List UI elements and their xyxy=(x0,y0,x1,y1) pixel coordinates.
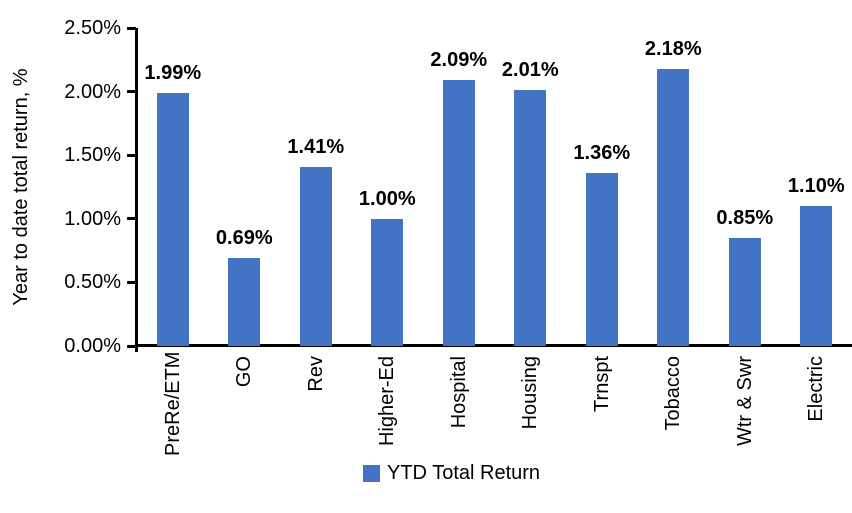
bar xyxy=(228,258,261,346)
y-tick-mark xyxy=(127,280,136,284)
bar-value-label: 2.09% xyxy=(430,49,488,72)
bar xyxy=(156,92,189,346)
bar-value-label: 1.99% xyxy=(144,61,202,84)
bar xyxy=(728,237,761,346)
bar-value-label: 2.01% xyxy=(501,59,559,82)
y-axis-title: Year to date total return, % xyxy=(10,68,32,306)
category-label: Rev xyxy=(304,356,327,392)
bar-value-label: 1.36% xyxy=(573,142,631,164)
bar-value-label: 0.85% xyxy=(716,206,774,229)
bar-value-label: 0.69% xyxy=(215,227,273,250)
category-label: GO xyxy=(233,356,256,388)
category-label: Electric xyxy=(805,356,828,422)
category-label: Higher-Ed xyxy=(376,356,399,447)
y-axis-line xyxy=(135,28,138,352)
bar-value-label: 1.00% xyxy=(358,187,416,210)
category-label: PreRe/ETM xyxy=(161,351,184,456)
legend: YTD Total Return xyxy=(363,462,540,484)
bar xyxy=(299,166,332,346)
y-tick-label: 0.50% xyxy=(64,271,121,294)
y-tick-mark xyxy=(127,26,136,30)
bar xyxy=(514,90,547,346)
y-tick-label: 0.00% xyxy=(64,335,121,357)
category-label: Wtr & Swr xyxy=(733,356,756,446)
y-tick-mark xyxy=(127,344,136,348)
y-tick-mark xyxy=(127,217,136,221)
y-tick-mark xyxy=(127,153,136,157)
category-label: Hospital xyxy=(447,356,470,429)
bar xyxy=(657,68,690,346)
category-label: Tobacco xyxy=(662,356,685,431)
legend-label: YTD Total Return xyxy=(387,462,541,484)
bar-value-label: 2.18% xyxy=(644,37,702,60)
bar xyxy=(442,80,475,346)
bar-value-label: 1.10% xyxy=(787,175,845,198)
category-label: Trnspt xyxy=(590,356,613,412)
bar xyxy=(800,206,833,346)
y-tick-label: 1.50% xyxy=(64,144,121,167)
legend-swatch-icon xyxy=(363,464,380,482)
y-tick-label: 2.00% xyxy=(64,80,121,103)
y-tick-label: 2.50% xyxy=(64,17,121,39)
category-label: Housing xyxy=(519,356,542,430)
bar xyxy=(371,218,404,346)
y-tick-label: 1.00% xyxy=(64,207,121,230)
y-tick-mark xyxy=(127,90,136,94)
bar xyxy=(585,173,618,346)
bar-value-label: 1.41% xyxy=(287,135,345,158)
x-axis-line xyxy=(135,344,852,347)
